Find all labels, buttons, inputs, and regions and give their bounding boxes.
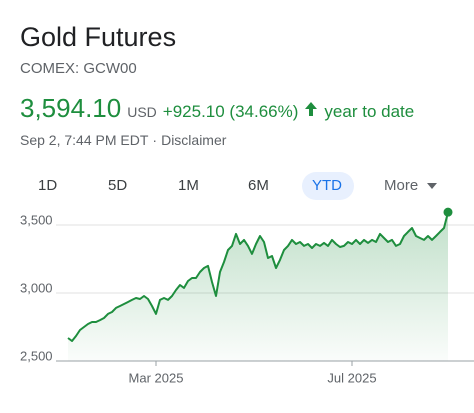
y-tick-label: 3,500 — [20, 212, 53, 227]
more-label[interactable]: More — [384, 177, 419, 194]
disclaimer-link[interactable]: Disclaimer — [161, 132, 227, 148]
up-arrow — [305, 102, 318, 116]
price-row: 3,594.10 USD +925.10 (34.66%) year to da… — [20, 93, 414, 124]
separator: · — [152, 132, 158, 148]
y-tick-label: 2,500 — [20, 348, 53, 363]
x-tick-label: Jul 2025 — [327, 370, 376, 385]
more-menu[interactable]: More — [384, 172, 438, 200]
x-tick-label: Mar 2025 — [129, 370, 184, 385]
range-tab[interactable]: 1D — [38, 177, 58, 194]
range-tab[interactable]: 1M — [178, 177, 199, 194]
price: 3,594.10 — [20, 93, 122, 123]
title: Gold Futures — [20, 22, 177, 52]
timestamp-row: Sep 2, 7:44 PM EDT · Disclaimer — [20, 132, 226, 148]
period: year to date — [324, 102, 415, 121]
ticker: COMEX: GCW00 — [20, 60, 137, 77]
range-tab[interactable]: 5D — [108, 177, 128, 194]
area — [68, 212, 448, 361]
change: +925.10 (34.66%) — [162, 102, 299, 121]
range-tab[interactable]: 6M — [248, 177, 269, 194]
dropdown-icon — [427, 183, 438, 189]
range-tabs: 1D 5D 1M 6M YTD — [22, 172, 372, 200]
currency: USD — [127, 104, 157, 120]
last-point — [443, 207, 453, 217]
timestamp: Sep 2, 7:44 PM EDT — [20, 132, 149, 148]
y-tick-label: 3,000 — [20, 280, 53, 295]
line — [67, 211, 449, 342]
range-tab-selected[interactable]: YTD — [302, 172, 354, 200]
